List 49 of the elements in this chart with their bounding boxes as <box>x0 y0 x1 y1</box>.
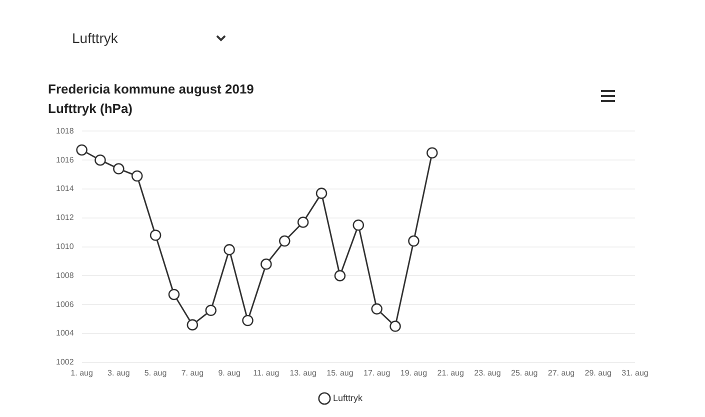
x-tick-label: 25. aug <box>511 368 538 378</box>
x-tick-label: 23. aug <box>474 368 501 378</box>
y-tick-label: 1016 <box>56 155 74 164</box>
x-tick-label: 31. aug <box>622 368 648 378</box>
x-tick-label: 15. aug <box>326 368 354 378</box>
point <box>352 219 364 231</box>
y-tick-label: 1008 <box>56 270 74 280</box>
x-tick-label: 3. aug <box>108 368 130 378</box>
point <box>186 319 198 330</box>
y-tick-label: 1002 <box>56 358 74 367</box>
point <box>260 258 272 270</box>
point <box>205 304 217 316</box>
point <box>224 244 235 256</box>
point <box>94 154 106 166</box>
y-tick-label: 1004 <box>56 328 74 338</box>
point <box>371 303 382 315</box>
legend-label: Lufttryk <box>332 392 364 403</box>
y-tick-label: 1018 <box>56 126 74 136</box>
x-tick-label: 27. aug <box>548 368 575 378</box>
chart-subtitle: Lufttryk (hPa) <box>48 100 132 116</box>
point <box>113 163 124 174</box>
point <box>297 216 309 228</box>
x-tick-label: 13. aug <box>290 368 316 378</box>
chart-title: Fredericia kommune august 2019 <box>48 81 254 96</box>
y-tick-label: 1014 <box>56 184 74 194</box>
x-tick-label: 21. aug <box>437 368 464 378</box>
point <box>131 170 143 182</box>
point <box>426 147 438 159</box>
x-tick-label: 7. aug <box>181 368 204 378</box>
x-tick-label: 17. aug <box>363 368 390 378</box>
text: Lufttryk <box>72 30 118 46</box>
point <box>168 288 180 300</box>
y-tick-label: 1012 <box>56 213 74 222</box>
point <box>242 314 254 326</box>
point <box>278 235 290 247</box>
point <box>76 144 88 156</box>
y-tick-label: 1010 <box>56 242 74 252</box>
x-tick-label: 1. aug <box>70 368 93 378</box>
x-tick-label: 29. aug <box>584 368 612 378</box>
point <box>150 230 162 241</box>
x-tick-label: 11. aug <box>253 368 280 378</box>
point <box>390 320 401 332</box>
y-tick-label: 1006 <box>56 300 74 309</box>
x-tick-label: 5. aug <box>144 368 167 378</box>
x-tick-label: 19. aug <box>400 368 428 378</box>
point <box>334 270 346 282</box>
point <box>316 188 328 199</box>
x-tick-label: 9. aug <box>218 368 240 378</box>
point <box>408 235 420 247</box>
